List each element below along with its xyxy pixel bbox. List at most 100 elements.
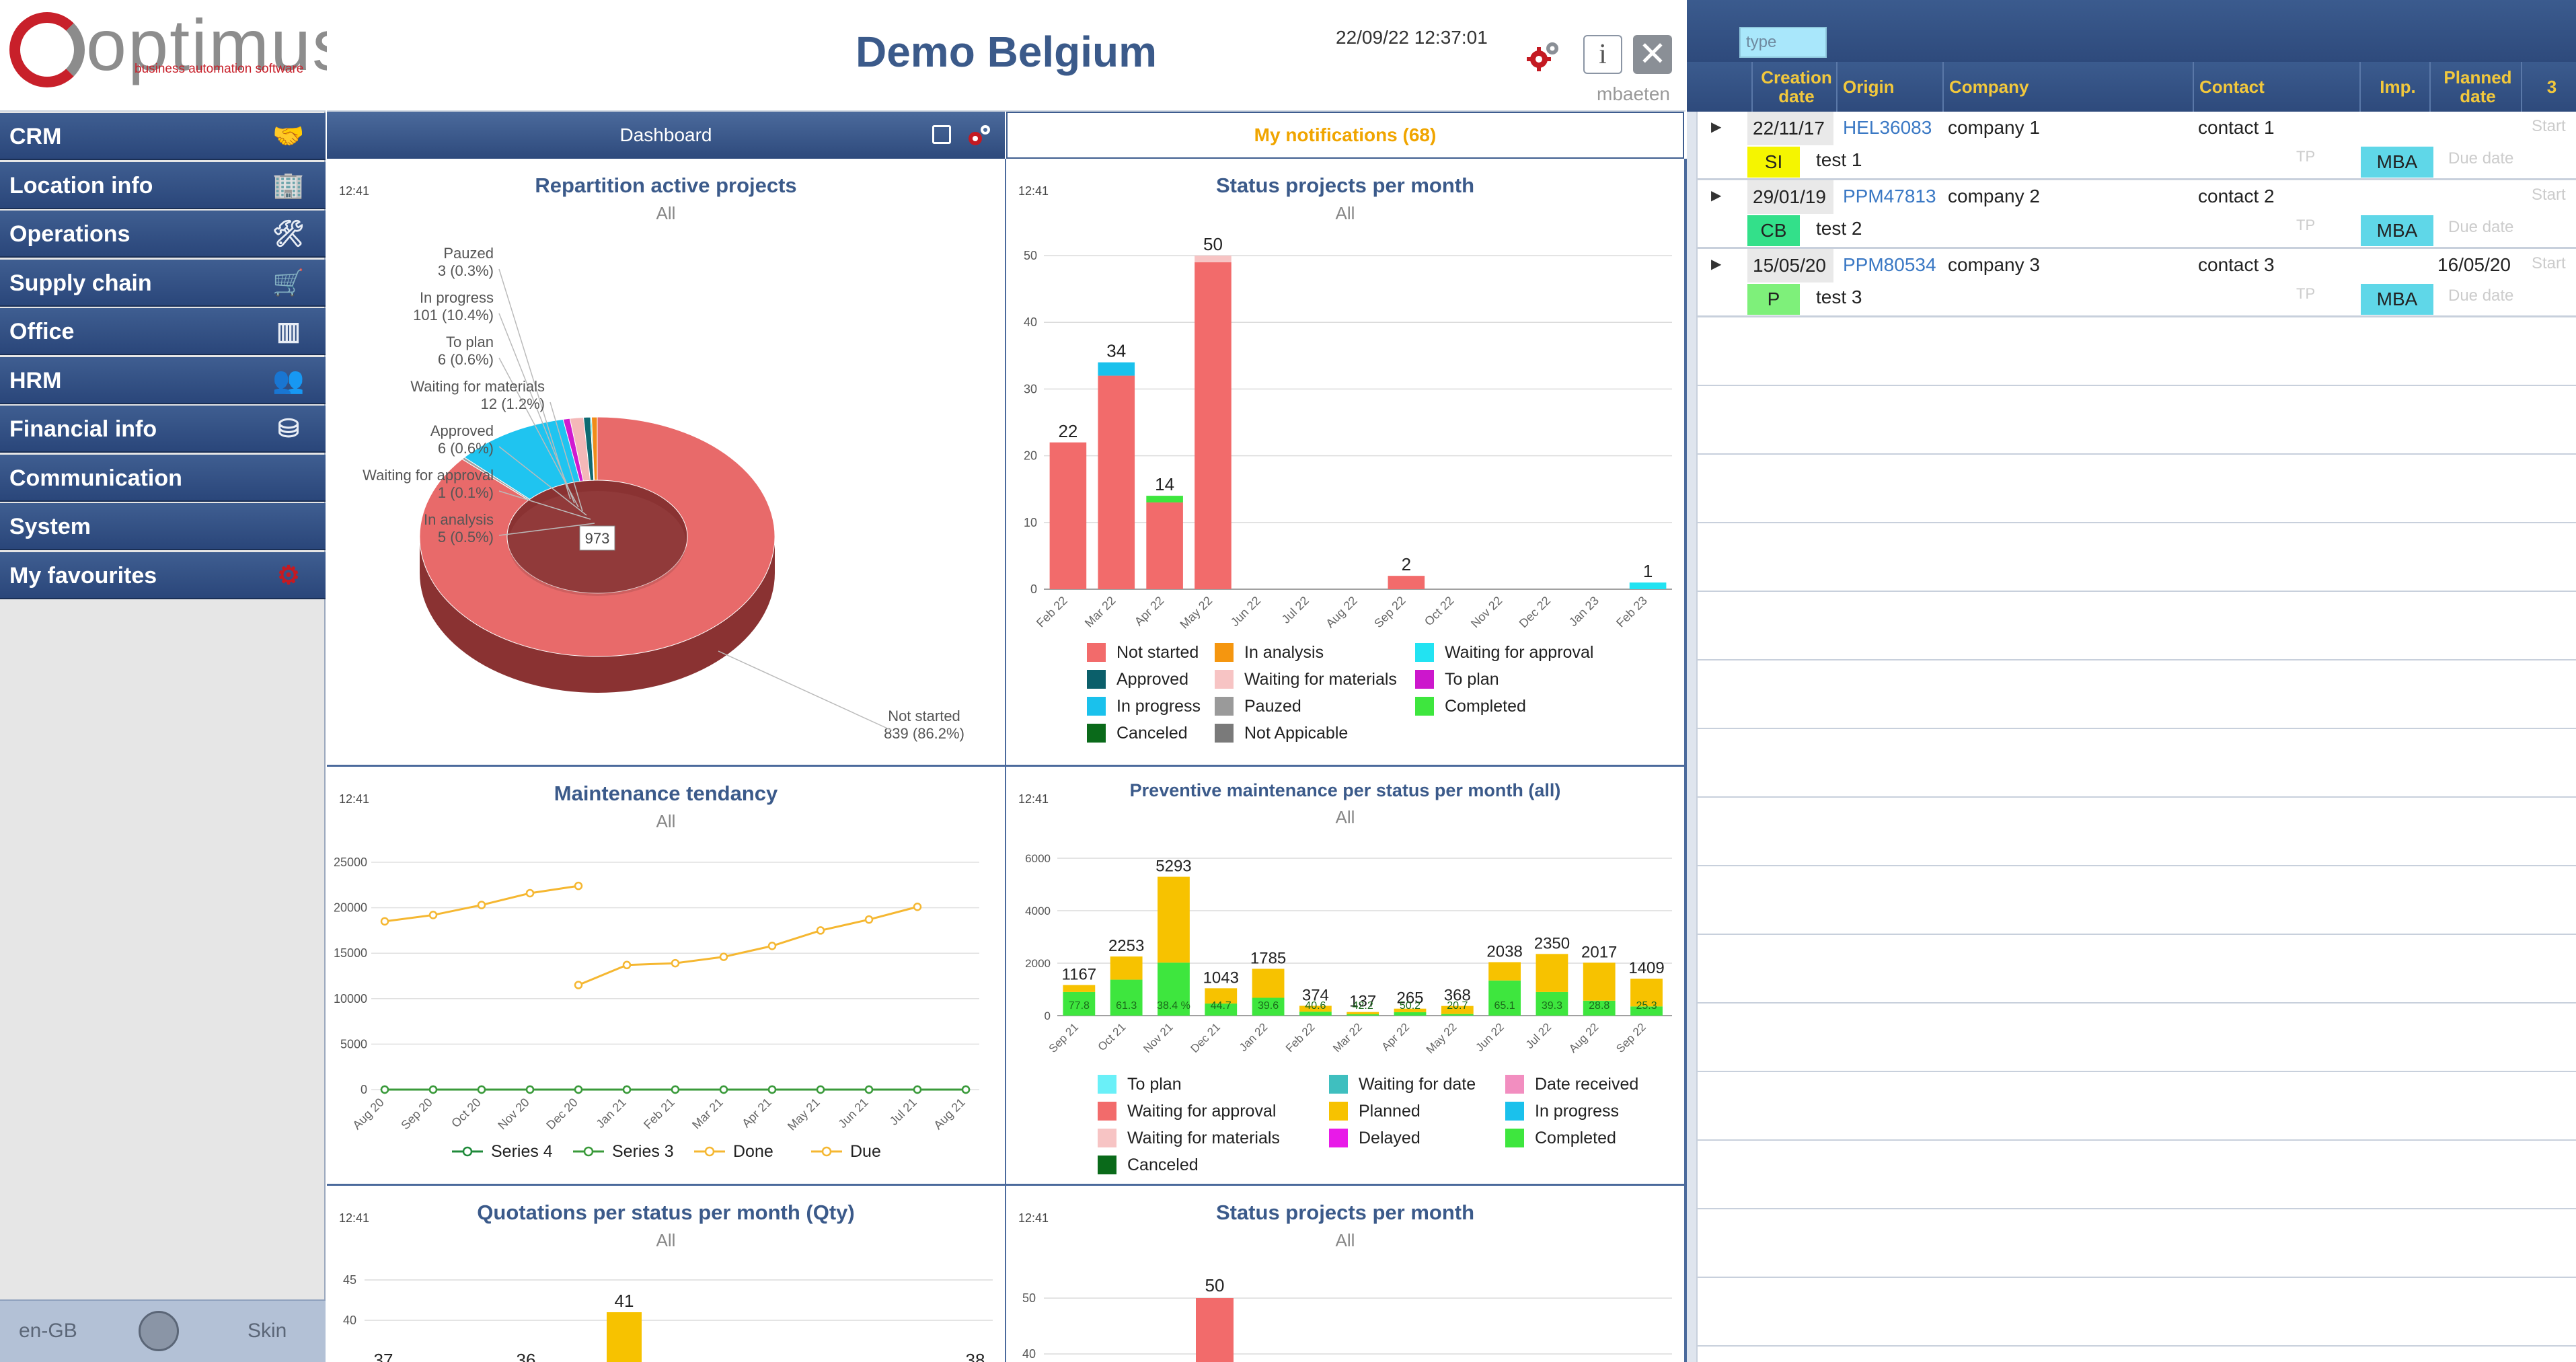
legend-label: To plan	[1445, 670, 1499, 689]
column-origin[interactable]: Origin	[1836, 62, 1942, 112]
close-button[interactable]: ✕	[1633, 35, 1672, 74]
sidebar-item-communication[interactable]: Communication	[0, 454, 326, 502]
y-tick-label: 0	[1045, 1010, 1051, 1022]
x-tick-label: Jun 22	[1473, 1020, 1507, 1054]
sidebar-item-system[interactable]: System	[0, 503, 326, 550]
y-tick-label: 2000	[1025, 957, 1051, 970]
column-contact[interactable]: Contact	[2193, 62, 2359, 112]
bar-segment	[1158, 962, 1190, 1016]
building-icon: 🏢	[272, 171, 305, 200]
bar-total-label: 1	[1643, 561, 1653, 581]
series-point	[477, 1085, 486, 1094]
info-button[interactable]: i	[1583, 35, 1622, 74]
bar-segment	[1299, 1012, 1332, 1016]
skin-selector[interactable]: Skin	[248, 1320, 287, 1342]
x-tick-label: May 22	[1424, 1020, 1460, 1056]
sidebar-item-label: Supply chain	[9, 270, 152, 296]
x-tick-label: Oct 20	[449, 1096, 484, 1131]
x-tick-label: Aug 22	[1323, 594, 1359, 630]
tp-label: TP	[2296, 148, 2316, 165]
tab-notifications[interactable]: My notifications (68)	[1006, 112, 1684, 159]
bar-inner-label: 28.8	[1589, 1000, 1609, 1012]
series-point	[816, 926, 825, 935]
chart-panel-repartition[interactable]: 12:41 Repartition active projects All 97…	[327, 159, 1005, 765]
column-company[interactable]: Company	[1942, 62, 2197, 112]
bar-segment	[1394, 1012, 1427, 1016]
chart-panel-quotations[interactable]: 12:41 Quotations per status per month (Q…	[327, 1186, 1005, 1362]
y-tick-label: 50	[1022, 1291, 1036, 1305]
series-point	[574, 981, 583, 989]
sidebar-item-hrm[interactable]: HRM 👥	[0, 356, 326, 404]
tab-dashboard[interactable]: Dashboard	[327, 112, 1005, 159]
legend-label: Canceled	[1127, 1156, 1199, 1174]
bar-total-label: 36	[517, 1350, 536, 1362]
creation-date: 15/05/20	[1747, 249, 1833, 282]
edit-icon[interactable]	[932, 125, 951, 144]
notification-row[interactable]: ▶ 22/11/17 HEL36083 company 1 contact 1 Start…	[1698, 112, 2576, 180]
y-tick-label: 50	[1024, 249, 1037, 262]
series-point	[574, 1085, 583, 1094]
expand-arrow-icon[interactable]: ▶	[1711, 120, 1722, 135]
column-extra[interactable]: 3	[2521, 62, 2576, 112]
column-planned-date[interactable]: Planned date	[2429, 62, 2520, 112]
sidebar-item-financial-info[interactable]: Financial info ⛁	[0, 406, 326, 453]
optimus-logo[interactable]: optimus business automation software	[0, 0, 348, 112]
sidebar-item-operations[interactable]: Operations 🛠	[0, 211, 326, 258]
bar-segment	[1441, 1006, 1474, 1014]
sidebar-item-supply-chain[interactable]: Supply chain 🛒	[0, 259, 326, 307]
bar-segment	[1252, 997, 1285, 1016]
sidebar-item-label: Operations	[9, 221, 130, 247]
chart-panel-status-projects[interactable]: 12:41 Status projects per month All 0 10 2…	[1006, 159, 1684, 765]
dashboard-settings-icon[interactable]	[964, 122, 993, 148]
bar-inner-label: 38.4 %	[1157, 1000, 1190, 1012]
origin-link[interactable]: PPM47813	[1843, 186, 1936, 206]
bar-inner-label: 65.1	[1494, 1000, 1515, 1012]
donut-center-box	[579, 525, 615, 551]
status-badge: SI	[1747, 147, 1800, 178]
start-label: Start	[2532, 117, 2566, 135]
y-tick-label: 30	[1024, 382, 1037, 395]
origin-link[interactable]: PPM80534	[1843, 254, 1936, 275]
y-tick-label: 5000	[340, 1037, 367, 1051]
bar-inner-label: 50.2	[1400, 1000, 1420, 1012]
column-creation-date[interactable]: Creation date	[1751, 62, 1835, 112]
bar-segment	[1629, 582, 1667, 589]
slice-label: Pauzed	[443, 245, 494, 262]
language-selector[interactable]: en-GB	[19, 1320, 77, 1342]
legend-swatch	[1215, 670, 1234, 689]
legend-label: Waiting for approval	[1445, 643, 1593, 662]
bar-segment	[1110, 979, 1143, 1016]
chart-panel-status-projects-2[interactable]: 12:41 Status projects per month All 40 50…	[1006, 1186, 1684, 1362]
notification-search-input[interactable]: type	[1739, 27, 1827, 58]
legend-swatch	[1505, 1075, 1524, 1094]
x-tick-label: Nov 20	[495, 1096, 531, 1132]
panel-subtitle: All	[656, 1230, 676, 1250]
origin-link[interactable]: HEL36083	[1843, 117, 1932, 138]
avatar[interactable]	[139, 1311, 179, 1351]
sidebar-item-location-info[interactable]: Location info 🏢	[0, 161, 326, 209]
stacked-bar-chart: 0 10 20 30 40 50 22 Feb 22 34 Mar 22 14 Apr 22 50 May…	[1024, 234, 1672, 743]
settings-gears-icon[interactable]	[1523, 36, 1563, 77]
sidebar-item-my-favourites[interactable]: My favourites ⚙	[0, 552, 326, 599]
x-tick-label: Jul 22	[1523, 1020, 1554, 1051]
column-importance[interactable]: Imp.	[2359, 62, 2429, 112]
chart-panel-preventive-maintenance[interactable]: 12:41 Preventive maintenance per status …	[1006, 767, 1684, 1184]
sidebar-item-crm[interactable]: CRM 🤝	[0, 113, 326, 160]
series-point	[913, 902, 922, 911]
y-tick-label: 20000	[334, 901, 367, 915]
bar-segment	[1205, 988, 1238, 1004]
bar-total-label: 2	[1402, 554, 1411, 574]
notification-row[interactable]: ▶ 29/01/19 PPM47813 company 2 contact 2 Start…	[1698, 180, 2576, 249]
slice-label: In progress	[420, 289, 494, 306]
x-tick-label: Feb 22	[1283, 1020, 1318, 1055]
expand-arrow-icon[interactable]: ▶	[1711, 188, 1722, 203]
bar-segment	[1146, 496, 1183, 503]
bar-inner-label: 44.7	[1211, 1000, 1232, 1012]
sidebar-item-label: Location info	[9, 172, 153, 198]
chart-panel-maintenance-tendancy[interactable]: 12:41 Maintenance tendancy All 0 5000 1000…	[327, 767, 1005, 1184]
notification-row[interactable]: ▶ 15/05/20 PPM80534 company 3 contact 3 16/05…	[1698, 249, 2576, 317]
expand-arrow-icon[interactable]: ▶	[1711, 257, 1722, 272]
sidebar-item-office[interactable]: Office ▥	[0, 308, 326, 355]
bar-segment	[1146, 502, 1183, 589]
